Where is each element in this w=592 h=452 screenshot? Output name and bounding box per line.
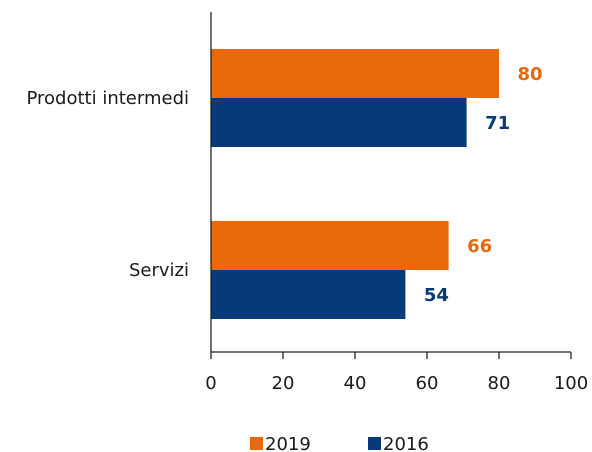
- data-label: 54: [424, 285, 449, 306]
- x-tick-label: 40: [344, 373, 367, 394]
- category-label: Prodotti intermedi: [27, 88, 190, 109]
- data-label: 66: [467, 236, 492, 257]
- bars-group: [211, 49, 499, 319]
- data-label: 71: [485, 113, 510, 134]
- bar-2019-servizi: [211, 221, 449, 270]
- category-labels-group: Prodotti intermedi Servizi: [27, 88, 190, 281]
- x-tick-label: 80: [488, 373, 511, 394]
- bar-2016-servizi: [211, 270, 406, 319]
- x-tick-label: 100: [554, 373, 588, 394]
- category-label: Servizi: [129, 260, 189, 281]
- data-label: 80: [517, 64, 542, 85]
- x-ticks-group: 0 20 40 60 80 100: [205, 352, 588, 394]
- legend-label-2016: 2016: [383, 434, 429, 452]
- legend-swatch-2016: [368, 437, 381, 450]
- bar-2019-prodotti-intermedi: [211, 49, 499, 98]
- x-tick-label: 20: [272, 373, 295, 394]
- x-tick-label: 0: [205, 373, 216, 394]
- legend-swatch-2019: [250, 437, 263, 450]
- bar-2016-prodotti-intermedi: [211, 98, 467, 147]
- data-labels-group: 80 71 66 54: [424, 64, 543, 306]
- x-tick-label: 60: [416, 373, 439, 394]
- legend: 2019 2016: [250, 434, 429, 452]
- legend-label-2019: 2019: [265, 434, 311, 452]
